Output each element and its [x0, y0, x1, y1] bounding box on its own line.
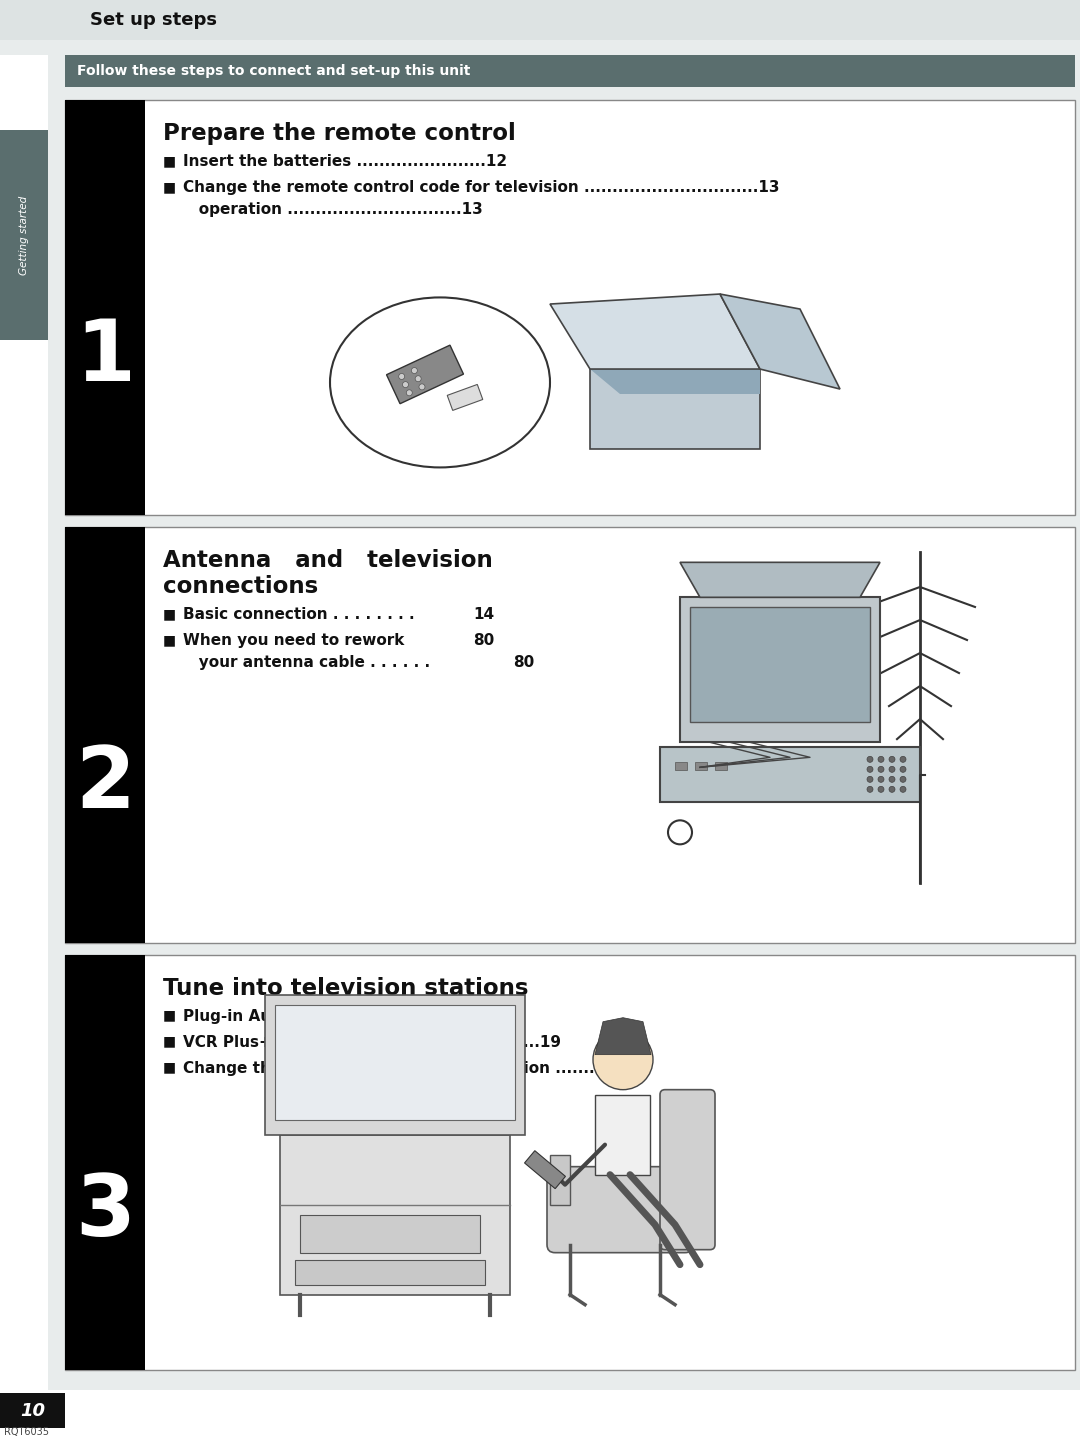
Text: 80: 80 [473, 634, 495, 648]
Text: 10: 10 [21, 1402, 45, 1419]
Text: Getting started: Getting started [19, 196, 29, 275]
Text: 1: 1 [76, 316, 135, 399]
Text: Tune into television stations: Tune into television stations [163, 977, 528, 1000]
Polygon shape [680, 562, 880, 598]
Circle shape [878, 787, 885, 793]
Bar [295, 1259, 485, 1285]
Circle shape [403, 382, 408, 388]
Text: Antenna   and   television: Antenna and television [163, 549, 492, 572]
Bar [550, 1154, 570, 1205]
Polygon shape [720, 294, 840, 389]
Circle shape [419, 383, 424, 391]
Polygon shape [550, 294, 760, 369]
Text: When you need to rework: When you need to rework [183, 634, 404, 648]
Bar [0, 130, 48, 340]
Bar [715, 762, 727, 771]
Circle shape [878, 767, 885, 772]
Polygon shape [590, 369, 760, 393]
Bar [65, 527, 1075, 942]
Circle shape [867, 767, 873, 772]
Text: operation ...............................13: operation ..............................… [183, 202, 483, 218]
Bar [690, 607, 870, 722]
Bar [265, 994, 525, 1134]
Circle shape [415, 376, 421, 382]
Circle shape [669, 820, 692, 844]
Bar [0, 55, 48, 1391]
Text: Follow these steps to connect and set-up this unit: Follow these steps to connect and set-up… [77, 63, 471, 78]
Bar [680, 598, 880, 742]
Bar [65, 99, 1075, 516]
Circle shape [406, 389, 413, 396]
Bar [65, 955, 1075, 1370]
Text: VCR Plus+ guide channel settings ...........19: VCR Plus+ guide channel settings .......… [183, 1035, 561, 1049]
Text: connections: connections [163, 575, 319, 598]
Text: ■: ■ [163, 1009, 176, 1023]
Circle shape [411, 367, 417, 373]
Polygon shape [595, 1017, 651, 1055]
Bar [0, 1391, 1080, 1441]
Text: ■: ■ [163, 607, 176, 621]
Bar [0, 0, 1080, 40]
Circle shape [900, 757, 906, 762]
Text: ■: ■ [163, 1035, 176, 1049]
Bar [65, 55, 1075, 86]
FancyBboxPatch shape [546, 1167, 693, 1252]
Bar [65, 527, 145, 942]
Bar [65, 99, 145, 516]
Polygon shape [525, 1151, 566, 1189]
Circle shape [399, 373, 405, 379]
Bar [300, 1215, 480, 1252]
Text: Prepare the remote control: Prepare the remote control [163, 122, 516, 146]
Text: 14: 14 [473, 607, 495, 623]
Text: Plug-in Auto Tuning ......................16: Plug-in Auto Tuning ....................… [183, 1009, 502, 1023]
Bar [675, 762, 687, 771]
Text: Set up steps: Set up steps [90, 12, 217, 29]
Text: your antenna cable . . . . . .: your antenna cable . . . . . . [183, 656, 430, 670]
Polygon shape [590, 369, 760, 450]
Circle shape [889, 777, 895, 782]
Text: RQT6035: RQT6035 [4, 1427, 49, 1437]
Text: ■: ■ [163, 1061, 176, 1075]
Text: ■: ■ [163, 634, 176, 647]
Circle shape [867, 787, 873, 793]
Circle shape [593, 1030, 653, 1089]
Circle shape [878, 757, 885, 762]
Text: Basic connection . . . . . . . .: Basic connection . . . . . . . . [183, 607, 415, 623]
Polygon shape [387, 346, 463, 403]
Text: 2: 2 [76, 744, 135, 826]
Bar [660, 748, 920, 803]
Circle shape [900, 767, 906, 772]
Text: ■: ■ [163, 180, 176, 195]
Circle shape [889, 767, 895, 772]
Text: ■: ■ [163, 154, 176, 169]
Bar [447, 385, 483, 411]
Circle shape [889, 787, 895, 793]
Bar [0, 1393, 65, 1428]
Text: Change the settings to suit your television .......21: Change the settings to suit your televis… [183, 1061, 616, 1075]
Circle shape [878, 777, 885, 782]
Circle shape [889, 757, 895, 762]
Text: 3: 3 [75, 1170, 135, 1254]
FancyBboxPatch shape [660, 1089, 715, 1249]
Circle shape [900, 787, 906, 793]
Bar [595, 1095, 650, 1174]
Bar [65, 955, 145, 1370]
Bar [696, 762, 707, 771]
Bar [275, 1004, 515, 1120]
Text: Insert the batteries .......................12: Insert the batteries ...................… [183, 154, 508, 169]
Circle shape [867, 757, 873, 762]
Circle shape [867, 777, 873, 782]
Ellipse shape [330, 297, 550, 467]
Circle shape [900, 777, 906, 782]
Text: Change the remote control code for television ...............................13: Change the remote control code for telev… [183, 180, 780, 195]
Text: 80: 80 [513, 656, 535, 670]
Bar [280, 1134, 510, 1294]
